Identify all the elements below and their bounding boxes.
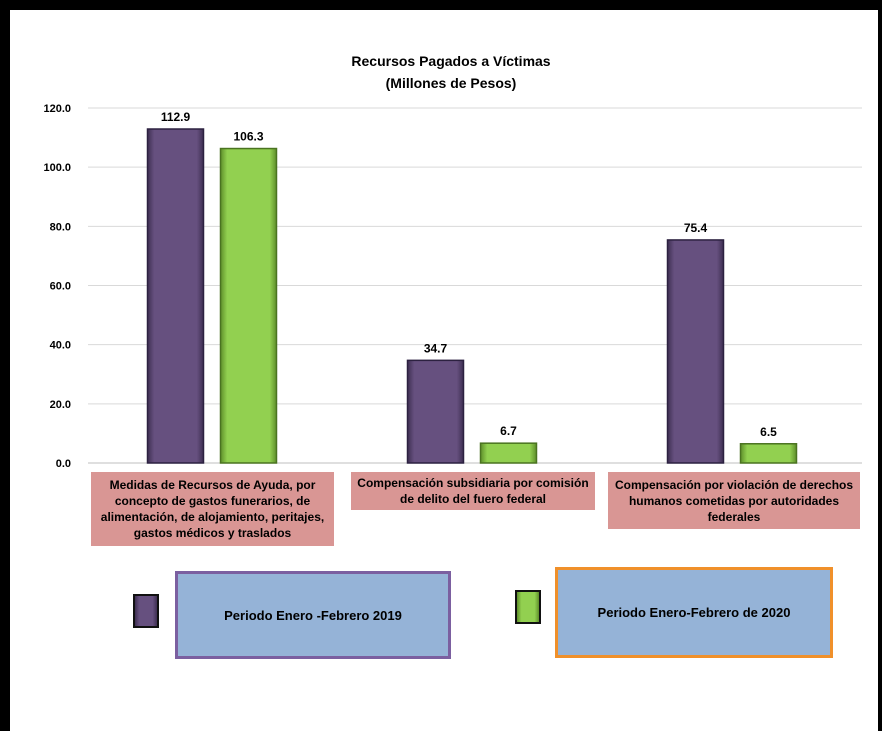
frame-border-top: [0, 0, 882, 10]
data-label: 6.7: [500, 424, 517, 438]
legend-swatch-2019: [133, 594, 159, 628]
y-tick-label: 60.0: [50, 281, 71, 293]
legend-item-2020: Periodo Enero-Febrero de 2020: [555, 567, 833, 658]
data-labels: 112.9 34.7 75.4 106.3 6.7 6.5: [161, 110, 777, 439]
category-label-compensacion-subsidiaria: Compensación subsidiaria por comisión de…: [351, 472, 595, 510]
data-label: 75.4: [684, 221, 708, 235]
bar-series2-cat2: [479, 442, 538, 464]
data-label: 34.7: [424, 341, 448, 355]
bar-series2-cat3: [739, 443, 798, 464]
bar-series2-cat1: [219, 147, 278, 464]
chart-title: Recursos Pagados a Víctimas: [351, 53, 550, 69]
legend-swatch-2020: [515, 590, 541, 624]
chart-subtitle: (Millones de Pesos): [386, 75, 517, 91]
y-tick-label: 20.0: [50, 399, 71, 411]
y-tick-label: 40.0: [50, 340, 71, 352]
gridlines: [88, 107, 862, 464]
y-tick-label: 120.0: [43, 103, 71, 115]
bar-series1-cat3: [666, 239, 725, 464]
y-tick-label: 100.0: [43, 162, 71, 174]
category-label-compensacion-derechos-humanos: Compensación por violación de derechos h…: [608, 472, 860, 529]
y-tick-label: 80.0: [50, 221, 71, 233]
data-label: 106.3: [233, 130, 263, 144]
bar-series1-cat1: [146, 128, 205, 464]
frame-border-right: [878, 0, 882, 731]
frame-border-left: [0, 0, 10, 731]
data-label: 6.5: [760, 425, 777, 439]
bars: [146, 128, 798, 464]
bar-series1-cat2: [406, 359, 465, 464]
y-axis-ticks: 0.0 20.0 40.0 60.0 80.0 100.0 120.0: [43, 103, 71, 470]
data-label: 112.9: [161, 110, 191, 124]
category-label-ayuda: Medidas de Recursos de Ayuda, por concep…: [91, 472, 334, 546]
y-tick-label: 0.0: [56, 458, 71, 470]
legend-item-2019: Periodo Enero -Febrero 2019: [175, 571, 451, 659]
